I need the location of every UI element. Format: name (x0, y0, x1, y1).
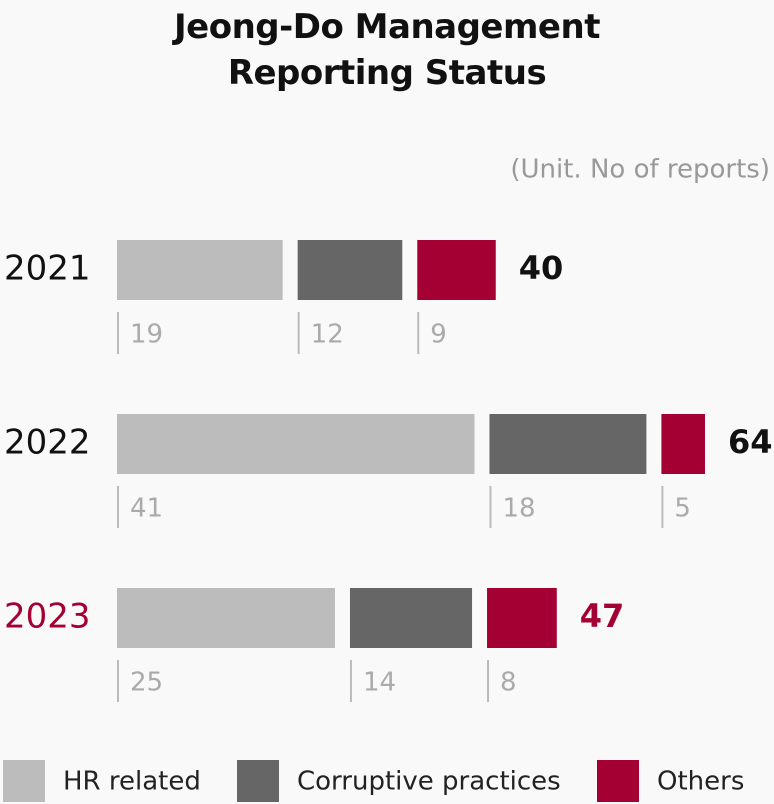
bar (117, 240, 283, 300)
bar (117, 414, 475, 474)
legend-label: Others (657, 767, 744, 797)
bar (117, 588, 335, 648)
total-label: 64 (728, 423, 773, 461)
bar (417, 240, 496, 300)
value-label: 25 (130, 668, 163, 698)
bar (487, 588, 557, 648)
category-label: 2021 (4, 249, 91, 289)
chart-title: Jeong-Do Management Reporting Status (174, 7, 600, 93)
legend-swatch (597, 760, 639, 802)
value-label: 14 (363, 668, 396, 698)
value-label: 18 (502, 494, 535, 524)
category-label: 2022 (4, 423, 91, 463)
legend-swatch (237, 760, 279, 802)
value-label: 5 (674, 494, 691, 524)
chart-subtitle: (Unit. No of reports) (510, 155, 770, 185)
value-label: 19 (130, 320, 163, 350)
total-label: 47 (580, 597, 625, 635)
bar (489, 414, 647, 474)
bar (661, 414, 705, 474)
bar (349, 588, 473, 648)
value-label: 41 (130, 494, 163, 524)
legend-label: HR related (63, 767, 201, 797)
legend-label: Corruptive practices (297, 767, 561, 797)
category-label: 2023 (4, 597, 91, 637)
value-label: 8 (500, 668, 517, 698)
total-label: 40 (519, 249, 564, 287)
legend-swatch (3, 760, 45, 802)
bar (297, 240, 403, 300)
value-label: 12 (311, 320, 344, 350)
value-label: 9 (430, 320, 447, 350)
